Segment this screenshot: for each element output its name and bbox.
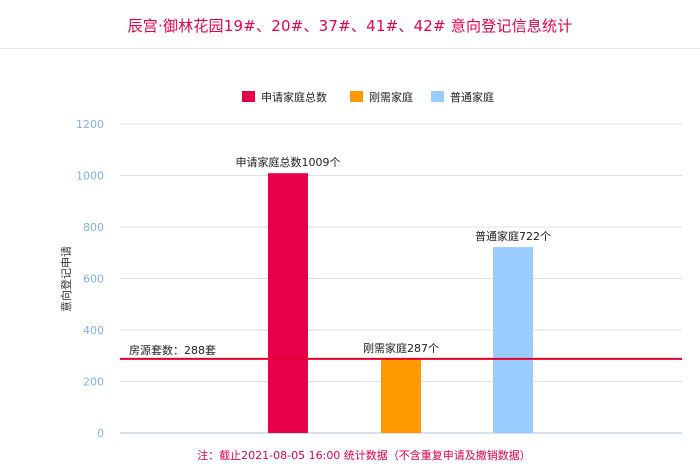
- footnote: 注：截止2021-08-05 16:00 统计数据（不含重复申请及撤销数据）: [197, 448, 531, 462]
- y-tick-label: 400: [83, 324, 104, 337]
- y-tick-label: 1000: [76, 170, 104, 183]
- y-tick-label: 1200: [76, 118, 104, 131]
- legend-label: 申请家庭总数: [261, 90, 327, 104]
- legend-label: 刚需家庭: [369, 90, 413, 104]
- y-tick-label: 600: [83, 273, 104, 286]
- bar: [493, 247, 533, 433]
- bar: [381, 359, 421, 433]
- bar-data-label: 刚需家庭287个: [363, 341, 439, 355]
- chart-title: 辰宫·御林花园19#、20#、37#、41#、42# 意向登记信息统计: [127, 17, 573, 35]
- bar-data-label: 普通家庭722个: [475, 229, 551, 243]
- legend-swatch: [431, 91, 444, 102]
- y-tick-label: 800: [83, 221, 104, 234]
- legend-label: 普通家庭: [450, 90, 494, 104]
- bar-data-label: 申请家庭总数1009个: [236, 155, 341, 169]
- bar: [268, 173, 308, 433]
- y-tick-label: 0: [97, 427, 104, 440]
- legend-swatch: [350, 91, 363, 102]
- y-tick-label: 200: [83, 376, 104, 389]
- reference-line-label: 房源套数：288套: [129, 343, 216, 357]
- title-bar: 辰宫·御林花园19#、20#、37#、41#、42# 意向登记信息统计: [0, 0, 700, 49]
- y-axis-label: 意向登记申请: [59, 246, 73, 312]
- legend-swatch: [242, 91, 255, 102]
